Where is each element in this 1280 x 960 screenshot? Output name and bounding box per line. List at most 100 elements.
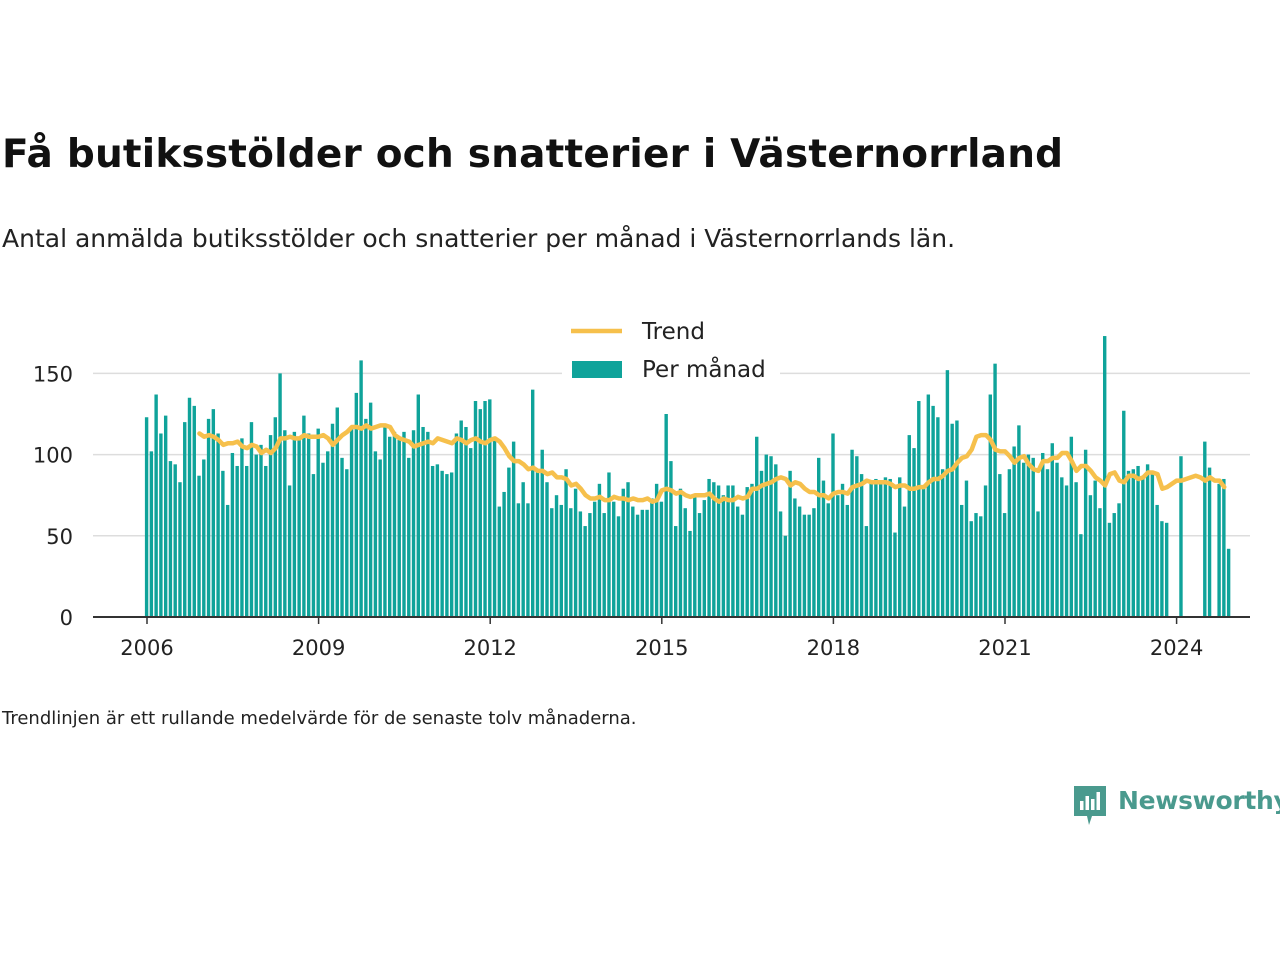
x-tick-label: 2018 (807, 636, 860, 660)
bar (688, 530, 692, 617)
bar (292, 431, 297, 617)
bar (878, 480, 883, 617)
bar (373, 451, 378, 617)
bar (454, 433, 459, 617)
bar (559, 504, 563, 617)
bar (521, 482, 525, 617)
bar (407, 457, 411, 617)
bar (378, 459, 382, 617)
bar (283, 430, 287, 617)
bar (1055, 462, 1059, 617)
bar (492, 436, 497, 617)
bar (464, 426, 468, 617)
bar (1136, 465, 1140, 617)
bar (478, 409, 482, 617)
bar (678, 488, 683, 617)
bar (1145, 464, 1150, 617)
bar (802, 514, 807, 617)
bar (531, 389, 535, 617)
bar (955, 420, 959, 617)
x-tick-label: 2024 (1150, 636, 1203, 660)
y-tick-label: 0 (60, 606, 73, 630)
bar (359, 360, 363, 617)
bar (1203, 441, 1207, 617)
bar (845, 504, 849, 617)
legend-trend-label: Trend (641, 319, 705, 345)
bar (368, 402, 373, 617)
bar (1045, 469, 1050, 617)
bar (316, 428, 320, 617)
bar (1179, 456, 1183, 617)
bar (364, 418, 368, 617)
bar (1122, 410, 1126, 617)
bar (411, 430, 416, 617)
x-tick-label: 2006 (120, 636, 173, 660)
bar (683, 508, 687, 617)
bar (888, 478, 892, 617)
bar (245, 465, 249, 617)
bar (564, 469, 568, 617)
bar (1088, 495, 1093, 617)
bar (159, 433, 163, 617)
bar (449, 472, 454, 617)
bar (859, 474, 864, 617)
bar (383, 423, 387, 617)
bar (297, 438, 301, 617)
bar (1093, 480, 1097, 617)
chart: 0 50 100 150 2006 2009 2012 2015 2018 2021 2024 Tre… (33, 316, 1250, 660)
bar (340, 457, 344, 617)
bar (488, 399, 492, 617)
newsworthy-logo: Newsworthy (1072, 784, 1280, 828)
bar (163, 415, 168, 617)
bar (793, 498, 797, 617)
bar (249, 422, 254, 617)
bar (931, 405, 935, 617)
bar (1150, 474, 1155, 617)
bar (740, 514, 745, 617)
x-tick-label: 2012 (463, 636, 516, 660)
bar (1026, 454, 1031, 617)
bar (540, 449, 544, 617)
bar (264, 465, 268, 617)
bar (1141, 477, 1145, 617)
trend-line (197, 423, 1227, 504)
bar (1164, 522, 1169, 617)
bar (869, 483, 873, 617)
x-tick-label: 2009 (292, 636, 345, 660)
bar (278, 373, 282, 617)
bar (421, 426, 425, 617)
bar (192, 405, 196, 617)
y-tick-label: 100 (33, 444, 73, 468)
bar (545, 482, 549, 617)
bar (502, 491, 506, 617)
bar (836, 495, 840, 617)
bar (349, 426, 354, 617)
bar (826, 503, 830, 617)
bar (430, 465, 435, 617)
bar (354, 392, 359, 617)
bar (917, 401, 921, 617)
bar (197, 475, 201, 617)
bar (497, 506, 502, 617)
bar (650, 498, 654, 617)
bar (631, 506, 635, 617)
bar (907, 435, 911, 617)
bar (311, 474, 316, 617)
bar (287, 485, 292, 617)
bar (607, 472, 611, 617)
bar (664, 414, 668, 617)
bar (187, 397, 192, 617)
chart-subtitle: Antal anmälda butiksstölder och snatteri… (2, 224, 956, 253)
bar (998, 474, 1002, 617)
bar (1007, 469, 1012, 617)
bar (221, 470, 225, 617)
bar (397, 439, 401, 617)
bar (326, 451, 330, 617)
bar (1050, 443, 1054, 617)
bar (912, 448, 916, 617)
bar (712, 482, 716, 617)
bar (259, 444, 263, 617)
bar (1131, 469, 1135, 617)
bar (969, 521, 973, 617)
bar (778, 511, 783, 617)
